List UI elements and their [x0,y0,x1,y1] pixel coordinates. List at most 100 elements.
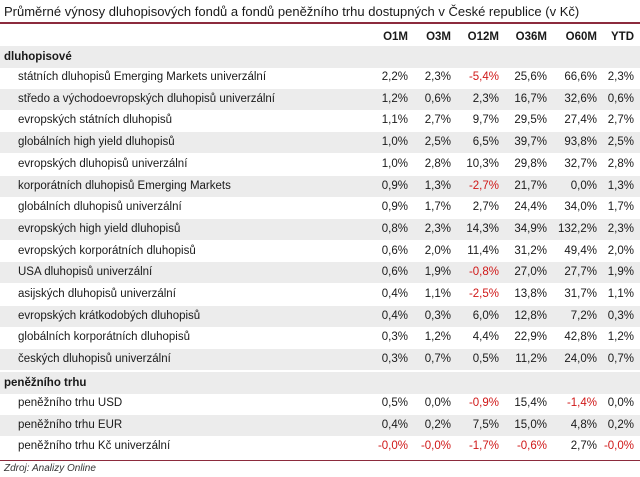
row-label: globálních dluhopisů univerzální [18,201,182,214]
table-cell: 22,9% [514,331,547,344]
row-label: peněžního trhu EUR [18,418,123,431]
table-cell: 2,0% [607,244,634,257]
table-cell: 4,4% [472,331,499,344]
table-cell: 1,9% [424,266,451,279]
table-cell: 2,0% [424,244,451,257]
table-cell: 0,4% [381,288,408,300]
table-cell: 13,8% [514,288,547,300]
table-cell: 9,7% [472,114,499,127]
source-note: Zdroj: Analizy Online [4,463,96,474]
table-cell: 2,5% [424,136,451,149]
table-cell: -0,9% [468,397,499,409]
column-header: O1M [383,31,408,43]
table-row: asijských dluhopisů univerzální 0,4% 1,1% -… [0,284,640,305]
table-cell: 11,4% [467,244,499,257]
table-row: globálních korporátních dluhopisů 0,3% 1,2… [0,327,640,348]
table-cell: 1,1% [424,288,451,300]
table-cell: 1,2% [607,331,634,344]
row-label: globálních korporátních dluhopisů [18,331,190,344]
row-label: asijských dluhopisů univerzální [18,288,176,300]
table-cell: 27,4% [564,114,597,127]
table-cell: 0,6% [381,244,408,257]
table-cell: 1,7% [424,201,451,214]
section-title: peněžního trhu [4,377,87,389]
table-cell: 0,6% [381,266,408,279]
table-cell: 1,3% [424,179,451,192]
table-cell: 2,5% [607,136,634,149]
row-label: evropských high yield dluhopisů [18,222,181,235]
footer-divider [0,460,640,461]
table-cell: 14,3% [466,222,499,235]
column-header: YTD [611,31,634,43]
row-label: evropských krátkodobých dluhopisů [18,309,201,322]
table-row: státních dluhopisů Emerging Markets univ… [0,67,640,88]
table-cell: 1,3% [607,179,634,192]
section-title: dluhopisové [4,51,72,63]
table-cell: 25,6% [514,71,547,83]
table-cell: 42,8% [564,331,597,344]
table-cell: 32,6% [564,92,597,105]
table-cell: 29,8% [514,157,547,170]
table-cell: 0,5% [381,397,408,409]
table-cell: -0,6% [516,440,547,453]
table-cell: 49,4% [564,244,597,257]
table-cell: 7,5% [472,418,499,431]
table-cell: 1,1% [607,288,634,300]
table-cell: 15,4% [514,397,547,409]
table-cell: 2,7% [607,114,634,127]
table-cell: -5,4% [468,71,499,83]
row-label: peněžního trhu USD [18,397,123,409]
title-divider [0,22,640,24]
table-cell: 7,2% [570,309,597,322]
table-cell: 34,9% [514,222,547,235]
row-label: korporátních dluhopisů Emerging Markets [18,179,231,192]
row-label: středo a východoevropských dluhopisů uni… [18,92,275,105]
table-cell: 29,5% [514,114,547,127]
table-cell: 16,7% [514,92,547,105]
table-cell: 2,2% [381,71,408,83]
table-cell: 15,0% [514,418,547,431]
table-cell: 0,7% [607,353,634,366]
table-cell: 2,8% [424,157,451,170]
table-cell: 2,3% [607,222,634,235]
table-cell: -2,7% [468,179,499,192]
table-cell: 2,3% [472,92,499,105]
table-cell: 0,0% [570,179,597,192]
table-row: peněžního trhu Kč univerzální -0,0% -0,0% -… [0,436,640,457]
table-cell: 0,3% [381,331,408,344]
table-cell: 24,4% [514,201,547,214]
table-cell: 1,0% [381,136,408,149]
table-cell: 1,1% [381,114,408,127]
table-row: korporátních dluhopisů Emerging Markets 0… [0,175,640,197]
table-cell: 0,3% [381,353,408,366]
table-cell: -0,0% [420,440,451,453]
table-cell: 0,9% [381,179,408,192]
table-row: peněžního trhu EUR 0,4% 0,2% 7,5% 15,0% 4,8% 0… [0,414,640,436]
table-row: evropských státních dluhopisů 1,1% 2,7% 9,7… [0,110,640,131]
table-cell: 6,5% [472,136,499,149]
row-label: USA dluhopisů univerzální [18,266,153,279]
table-cell: 1,2% [424,331,451,344]
table-cell: 6,0% [472,309,499,322]
row-label: globálních high yield dluhopisů [18,136,175,149]
table-cell: 0,7% [424,353,451,366]
table-cell: 34,0% [564,201,597,214]
table-row: středo a východoevropských dluhopisů uni… [0,88,640,110]
row-label: evropských dluhopisů univerzální [18,157,188,170]
table-header: O1M O3M O12M O36M O60M YTD [0,24,640,46]
table-cell: 0,3% [424,309,451,322]
table-cell: -0,0% [603,440,634,453]
row-label: evropských státních dluhopisů [18,114,173,127]
table-cell: 1,7% [607,201,634,214]
row-label: evropských korporátních dluhopisů [18,244,196,257]
table-cell: 1,2% [381,92,408,105]
table-cell: -1,4% [566,397,597,409]
table-cell: 10,3% [466,157,499,170]
table-cell: -0,8% [468,266,499,279]
table-cell: 0,5% [472,353,499,366]
table-cell: 0,9% [381,201,408,214]
column-header: O12M [467,31,499,43]
table-cell: 27,7% [564,266,597,279]
column-header: O36M [515,31,547,43]
table-cell: 0,6% [424,92,451,105]
